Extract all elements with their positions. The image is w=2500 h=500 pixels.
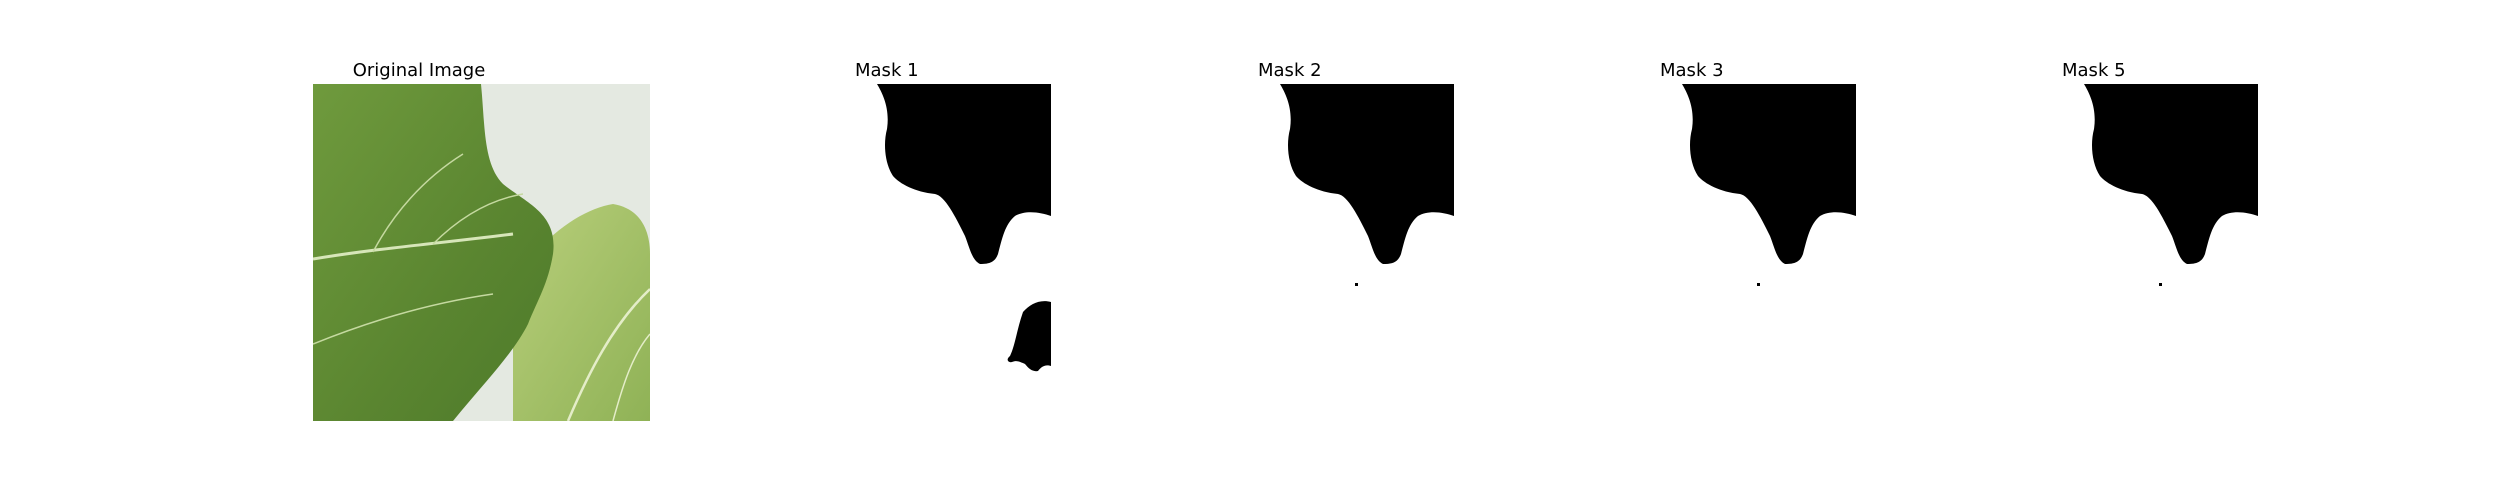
- mask-1-image: [855, 84, 1051, 421]
- panel-title: Mask 5: [2062, 60, 2126, 81]
- mask-3-image: [1660, 84, 1856, 421]
- mask-5-image: [2062, 84, 2258, 421]
- panel-title: Mask 1: [855, 60, 919, 81]
- original-image: [313, 84, 650, 421]
- panel-title: Mask 3: [1660, 60, 1724, 81]
- panel-title: Original Image: [352, 60, 486, 81]
- mask-2-image: [1258, 84, 1454, 421]
- panel-title: Mask 2: [1258, 60, 1322, 81]
